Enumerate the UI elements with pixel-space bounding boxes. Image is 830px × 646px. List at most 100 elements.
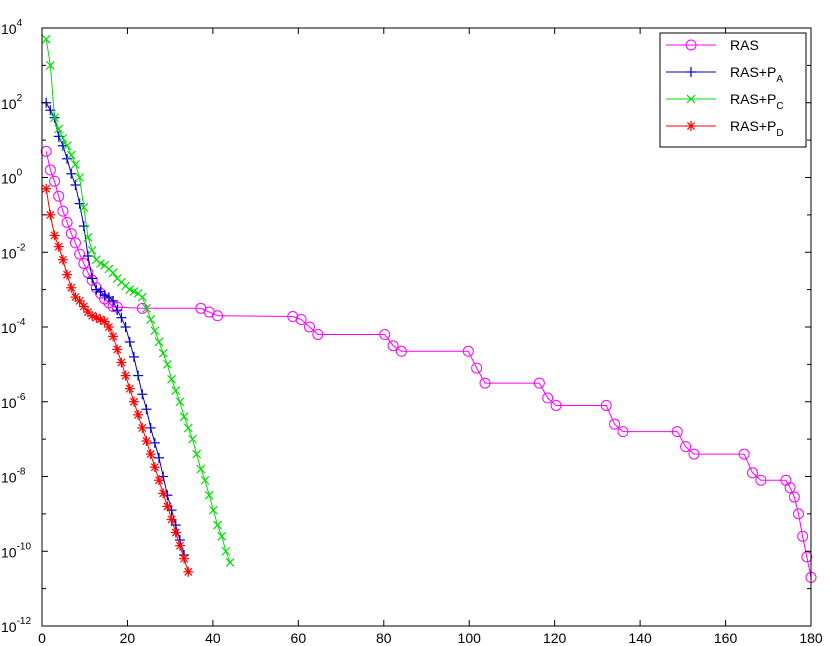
series-line (45, 151, 812, 578)
y-tick-label: 104 (1, 18, 23, 37)
series-ras (40, 145, 817, 583)
data-point (137, 389, 148, 400)
data-point (479, 377, 491, 389)
data-point (45, 60, 55, 70)
data-point (295, 314, 307, 326)
series-ras-pc (41, 34, 235, 567)
data-point (124, 383, 135, 394)
data-point (212, 310, 224, 322)
data-point (192, 449, 202, 459)
data-point (141, 435, 152, 446)
legend-entry: RAS (666, 37, 759, 53)
data-point (784, 482, 796, 494)
data-point (79, 202, 89, 212)
data-point (217, 531, 227, 541)
y-tick-label: 10-10 (1, 541, 31, 560)
data-point (801, 551, 813, 563)
x-tick-label: 140 (628, 630, 652, 646)
data-point (142, 303, 151, 313)
y-tick-label: 10-2 (1, 242, 26, 261)
data-point (303, 321, 315, 333)
data-point (154, 452, 165, 463)
data-point (174, 540, 185, 551)
legend-entry: RAS+PC (666, 91, 784, 112)
data-point (128, 351, 139, 362)
data-point (208, 505, 218, 515)
axes-frame (41, 27, 812, 627)
data-point (50, 113, 59, 123)
data-point (183, 566, 194, 577)
data-point (171, 386, 181, 395)
data-point (78, 257, 90, 269)
data-point (145, 449, 156, 460)
data-point (65, 228, 77, 240)
data-point (145, 422, 156, 433)
data-point (179, 553, 190, 564)
data-point (116, 312, 127, 323)
data-point (62, 141, 72, 151)
x-tick-label: 40 (205, 630, 221, 646)
x-tick-label: 0 (38, 630, 46, 646)
data-point (179, 412, 189, 422)
data-point (200, 475, 210, 485)
data-point (225, 558, 235, 567)
data-point (83, 232, 93, 242)
series-ras-pd (41, 183, 194, 577)
legend-label: RAS+PC (730, 91, 784, 112)
data-point (78, 301, 89, 312)
data-point (66, 168, 77, 179)
data-point (128, 396, 139, 407)
data-point (154, 475, 165, 486)
data-point (45, 209, 56, 220)
data-point (82, 250, 93, 261)
data-point (204, 490, 214, 500)
data-point (154, 337, 164, 347)
data-point (99, 316, 110, 327)
data-point (471, 362, 483, 374)
data-point (74, 248, 86, 260)
data-point (746, 467, 758, 479)
data-point (150, 326, 160, 336)
data-point (141, 404, 152, 415)
data-point (75, 173, 85, 182)
data-point (54, 124, 64, 134)
data-point (61, 216, 73, 228)
data-point (108, 331, 119, 342)
y-tick-label: 10-6 (1, 392, 26, 411)
data-point (108, 268, 118, 278)
data-point (149, 462, 160, 473)
y-tick-label: 100 (1, 168, 23, 187)
data-point (146, 315, 156, 324)
data-point (797, 530, 809, 542)
data-point (158, 488, 169, 499)
data-point (162, 501, 173, 512)
data-point (41, 34, 51, 44)
legend-entry: RAS+PA (666, 64, 783, 85)
data-point (387, 340, 399, 352)
data-point (103, 322, 114, 332)
legend-entry: RAS+PD (666, 118, 784, 139)
legend-label: RAS (730, 37, 759, 53)
data-point (671, 426, 683, 438)
legend-box (659, 32, 807, 148)
data-point (188, 434, 197, 444)
x-tick-label: 80 (376, 630, 392, 646)
data-point (133, 370, 144, 381)
data-point (166, 514, 177, 525)
data-point (66, 282, 77, 293)
data-point (688, 448, 700, 460)
data-point (755, 474, 767, 486)
legend-swatch-marker (686, 121, 696, 131)
data-point (158, 348, 168, 358)
data-point (738, 448, 750, 460)
data-point (69, 237, 81, 249)
legend-swatch-marker (686, 67, 696, 77)
data-point (542, 392, 554, 404)
data-point (87, 245, 97, 255)
x-tick-label: 160 (714, 630, 738, 646)
legend-swatch-marker (686, 94, 696, 104)
data-point (213, 520, 222, 530)
data-point (617, 426, 629, 438)
data-point (609, 418, 621, 430)
data-point (550, 399, 562, 411)
